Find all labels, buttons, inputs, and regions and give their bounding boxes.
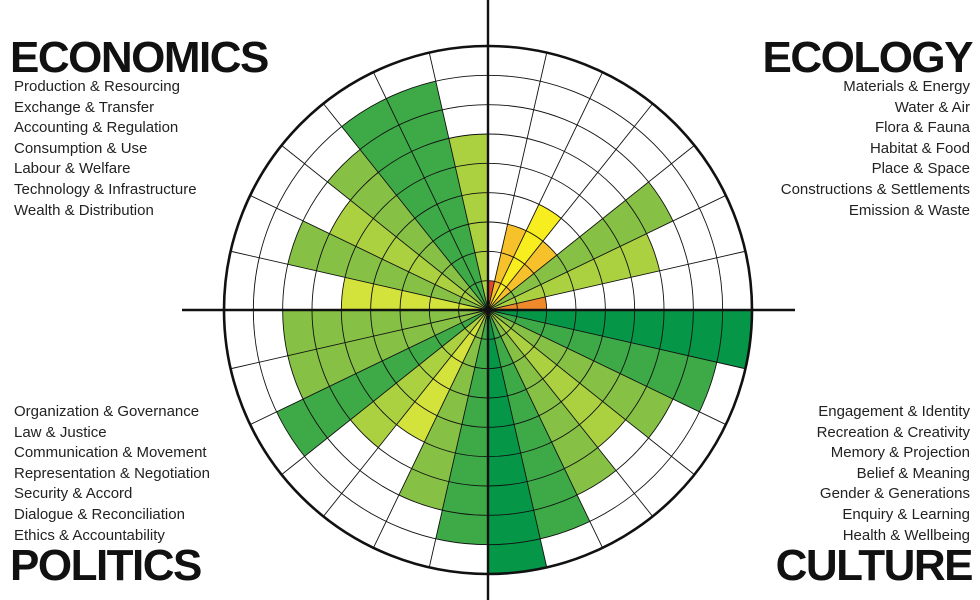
grid-spoke	[487, 309, 695, 475]
wedge-dialogue-and-reconciliation	[398, 310, 488, 511]
economics-subdomain: Wealth & Distribution	[14, 201, 154, 219]
ecology-subdomain: Water & Air	[894, 98, 970, 116]
grid-spoke	[487, 250, 746, 311]
grid-spoke	[487, 52, 548, 311]
wedge-labour-and-welfare	[329, 200, 488, 310]
grid-spoke	[487, 309, 746, 370]
wedge-accounting-and-regulation	[341, 98, 488, 310]
ecology-subdomain: Materials & Energy	[843, 78, 970, 95]
politics-subdomain: Representation & Negotiation	[14, 464, 210, 482]
grid-spoke	[373, 309, 489, 549]
wedge-security-and-accord	[396, 310, 488, 443]
grid-spoke	[428, 309, 489, 568]
ecology-subdomain: Habitat & Food	[869, 139, 970, 157]
culture-subdomain: Gender & Generations	[819, 485, 970, 503]
grid-spoke	[428, 52, 489, 311]
wedge-exchange-and-transfer	[386, 81, 488, 310]
grid-spoke	[249, 195, 489, 311]
ecology-subdomain: Emission & Waste	[848, 201, 970, 219]
wedge-layer	[276, 81, 752, 574]
grid-spoke	[249, 309, 489, 425]
politics-subdomain: Security & Accord	[14, 485, 133, 503]
economics-subdomain: Accounting & Regulation	[14, 119, 179, 137]
wedge-communication-and-movement	[276, 310, 488, 457]
economics-title: ECONOMICS	[10, 33, 269, 82]
grid-spoke	[487, 195, 727, 311]
culture-subdomain: Health & Wellbeing	[842, 526, 970, 544]
ecology-subdomain: Flora & Fauna	[874, 119, 970, 137]
culture-subdomain: Memory & Projection	[830, 444, 970, 462]
wedge-flora-and-fauna	[488, 204, 562, 310]
wedge-constructions-and-settlements	[488, 233, 660, 310]
wedge-place-and-space	[488, 181, 673, 310]
culture-subdomain: Engagement & Identity	[818, 403, 970, 420]
axes-layer	[182, 0, 795, 600]
wedge-recreation-and-creativity	[488, 310, 717, 412]
grid-spoke	[323, 309, 489, 517]
grid-spoke	[281, 309, 489, 475]
culture-title: CULTURE	[775, 541, 974, 590]
wedge-consumption-and-use	[327, 149, 488, 310]
wedge-memory-and-projection	[488, 310, 673, 439]
grid-spoke	[281, 145, 489, 311]
economics-subdomain: Technology & Infrastructure	[14, 180, 197, 198]
economics-subdomain-list: Production & Resourcing Exchange & Trans…	[14, 77, 197, 221]
wedge-enquiry-and-learning	[488, 310, 590, 539]
grid-spoke	[487, 309, 653, 517]
wedge-habitat-and-food	[488, 241, 557, 310]
grid-spoke	[487, 309, 727, 425]
politics-subdomain-list: Organization & Governance Law & Justice …	[14, 402, 210, 546]
grid-spoke	[230, 250, 489, 311]
grid-spoke	[230, 309, 489, 370]
ecology-title: ECOLOGY	[762, 33, 973, 82]
culture-subdomain: Belief & Meaning	[856, 464, 970, 482]
economics-subdomain: Production & Resourcing	[14, 78, 180, 95]
culture-subdomain-list: Engagement & Identity Recreation & Creat…	[817, 402, 970, 546]
ecology-subdomain: Place & Space	[871, 160, 970, 178]
wedge-water-and-air	[488, 224, 527, 310]
grid-spoke	[487, 309, 548, 568]
politics-subdomain: Law & Justice	[14, 423, 107, 441]
grid-spoke	[487, 71, 603, 311]
politics-subdomain: Communication & Movement	[14, 444, 207, 462]
politics-subdomain: Dialogue & Reconciliation	[14, 505, 185, 523]
wedge-belief-and-meaning	[488, 310, 626, 448]
ecology-subdomain: Constructions & Settlements	[780, 180, 970, 198]
wedge-representation-and-negotiation	[350, 310, 488, 448]
grid-spoke	[373, 71, 489, 311]
politics-subdomain: Ethics & Accountability	[14, 526, 165, 544]
culture-subdomain: Enquiry & Learning	[842, 505, 970, 523]
politics-title: POLITICS	[10, 541, 202, 590]
economics-subdomain: Exchange & Transfer	[14, 98, 155, 116]
grid-spoke	[487, 103, 653, 311]
wedge-law-and-justice	[287, 310, 488, 400]
grid-spoke	[487, 309, 603, 549]
politics-subdomain: Organization & Governance	[14, 403, 200, 420]
grid-spoke	[487, 145, 695, 311]
economics-subdomain: Consumption & Use	[14, 139, 148, 157]
ecology-subdomain-list: Materials & Energy Water & Air Flora & F…	[781, 77, 970, 221]
economics-subdomain: Labour & Welfare	[14, 160, 131, 178]
wedge-gender-and-generations	[488, 310, 617, 495]
grid-spoke	[323, 103, 489, 311]
culture-subdomain: Recreation & Creativity	[816, 423, 970, 441]
wedge-technology-and-infrastructure	[287, 220, 488, 310]
